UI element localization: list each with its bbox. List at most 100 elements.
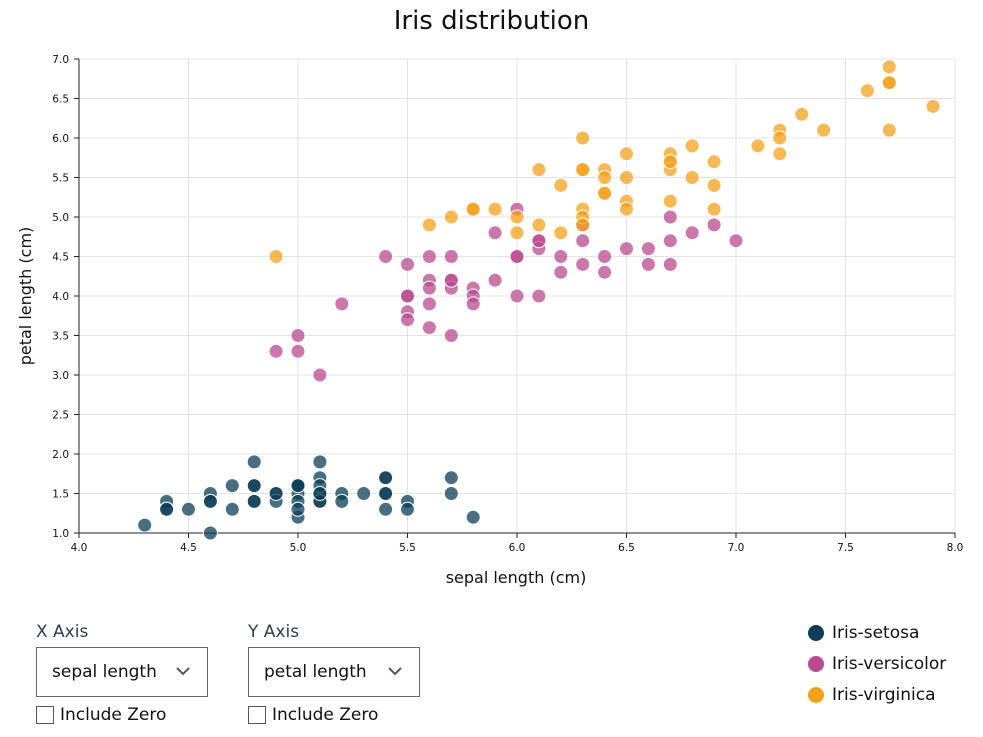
x-axis-label: sepal length (cm) bbox=[446, 568, 587, 587]
data-point bbox=[881, 59, 897, 75]
data-point bbox=[443, 249, 459, 264]
x-axis-select-value: sepal length bbox=[52, 662, 157, 682]
data-point bbox=[290, 501, 306, 517]
legend-dot-icon bbox=[808, 656, 824, 672]
data-point bbox=[465, 509, 481, 525]
legend-item-setosa: Iris-setosa bbox=[808, 623, 919, 643]
data-point bbox=[531, 288, 547, 304]
data-point bbox=[597, 185, 613, 201]
x-tick-label: 4.0 bbox=[71, 542, 88, 554]
data-point bbox=[706, 154, 722, 170]
data-point bbox=[268, 249, 284, 264]
data-point bbox=[137, 517, 153, 533]
data-point bbox=[202, 525, 218, 541]
data-point bbox=[881, 75, 897, 91]
scatter-plot: 4.0 4.5 5.0 5.5 6.0 6.5 7.0 7.5 8.0 1.0 1.5 2.0 2.5 3… bbox=[16, 54, 963, 587]
data-point bbox=[334, 296, 350, 312]
y-tick-label: 6.0 bbox=[52, 133, 69, 145]
data-point bbox=[553, 264, 569, 280]
data-point bbox=[487, 225, 503, 241]
y-tick-label: 4.5 bbox=[52, 252, 69, 264]
data-point bbox=[181, 501, 196, 517]
data-point bbox=[312, 454, 328, 470]
x-tick-label: 5.5 bbox=[399, 542, 416, 554]
legend-item-virginica: Iris-virginica bbox=[808, 685, 936, 705]
data-point bbox=[750, 138, 766, 154]
data-points bbox=[137, 59, 941, 541]
data-point bbox=[268, 486, 284, 501]
y-tick-label: 7.0 bbox=[52, 54, 69, 66]
data-point bbox=[772, 130, 788, 146]
x-axis-control-label: X Axis bbox=[36, 622, 89, 642]
legend-label: Iris-virginica bbox=[832, 685, 936, 705]
data-point bbox=[465, 201, 481, 217]
y-axis-select-value: petal length bbox=[264, 662, 367, 682]
x-include-zero-row: Include Zero bbox=[36, 705, 166, 725]
x-include-zero-label: Include Zero bbox=[60, 705, 167, 725]
legend-dot-icon bbox=[808, 687, 824, 703]
data-point bbox=[619, 201, 634, 217]
data-point bbox=[443, 272, 459, 288]
data-point bbox=[531, 217, 547, 233]
y-include-zero-row: Include Zero bbox=[248, 705, 378, 725]
data-point bbox=[794, 106, 810, 122]
data-point bbox=[640, 256, 656, 272]
data-point bbox=[684, 138, 700, 154]
data-point bbox=[509, 209, 525, 225]
data-point bbox=[487, 272, 503, 288]
data-point bbox=[400, 312, 415, 328]
chevron-down-icon bbox=[176, 667, 190, 676]
data-point bbox=[421, 249, 437, 264]
data-point bbox=[465, 296, 481, 312]
data-point bbox=[421, 280, 437, 296]
data-point bbox=[706, 177, 722, 193]
x-tick-label: 6.5 bbox=[618, 542, 635, 554]
y-axis-select[interactable]: petal length bbox=[248, 647, 420, 697]
data-point bbox=[640, 241, 656, 257]
data-point bbox=[400, 256, 415, 272]
data-point bbox=[684, 225, 700, 241]
data-point bbox=[312, 486, 328, 501]
data-point bbox=[246, 493, 262, 509]
data-point bbox=[662, 233, 678, 249]
data-point bbox=[575, 256, 591, 272]
data-point bbox=[772, 146, 788, 162]
x-tick-label: 6.0 bbox=[509, 542, 526, 554]
y-tick-label: 2.0 bbox=[52, 449, 69, 461]
data-point bbox=[443, 328, 459, 343]
data-point bbox=[159, 501, 175, 517]
y-include-zero-checkbox[interactable] bbox=[248, 706, 266, 724]
data-point bbox=[881, 122, 897, 138]
data-point bbox=[662, 193, 678, 209]
data-point bbox=[400, 288, 415, 304]
x-tick-label: 8.0 bbox=[947, 542, 964, 554]
x-tick-label: 7.0 bbox=[728, 542, 745, 554]
axes: 4.0 4.5 5.0 5.5 6.0 6.5 7.0 7.5 8.0 1.0 1.5 2.0 2.5 3… bbox=[52, 54, 963, 554]
data-point bbox=[816, 122, 832, 138]
x-axis-select[interactable]: sepal length bbox=[36, 647, 208, 697]
data-point bbox=[575, 217, 591, 233]
data-point bbox=[378, 470, 394, 486]
data-point bbox=[487, 201, 503, 217]
y-tick-label: 2.5 bbox=[52, 410, 69, 422]
data-point bbox=[662, 154, 678, 170]
data-point bbox=[421, 217, 437, 233]
x-include-zero-checkbox[interactable] bbox=[36, 706, 54, 724]
x-tick-label: 4.5 bbox=[180, 542, 197, 554]
y-include-zero-label: Include Zero bbox=[272, 705, 379, 725]
data-point bbox=[421, 296, 437, 312]
data-point bbox=[443, 486, 459, 501]
data-point bbox=[421, 320, 437, 336]
data-point bbox=[443, 209, 459, 225]
data-point bbox=[925, 98, 941, 114]
data-point bbox=[290, 343, 306, 359]
data-point bbox=[246, 454, 262, 470]
y-tick-label: 3.0 bbox=[52, 370, 69, 382]
data-point bbox=[531, 162, 547, 178]
chevron-down-icon bbox=[388, 667, 402, 676]
data-point bbox=[224, 501, 240, 517]
data-point bbox=[597, 249, 613, 264]
legend-label: Iris-setosa bbox=[832, 623, 920, 643]
data-point bbox=[400, 501, 415, 517]
data-point bbox=[597, 264, 613, 280]
